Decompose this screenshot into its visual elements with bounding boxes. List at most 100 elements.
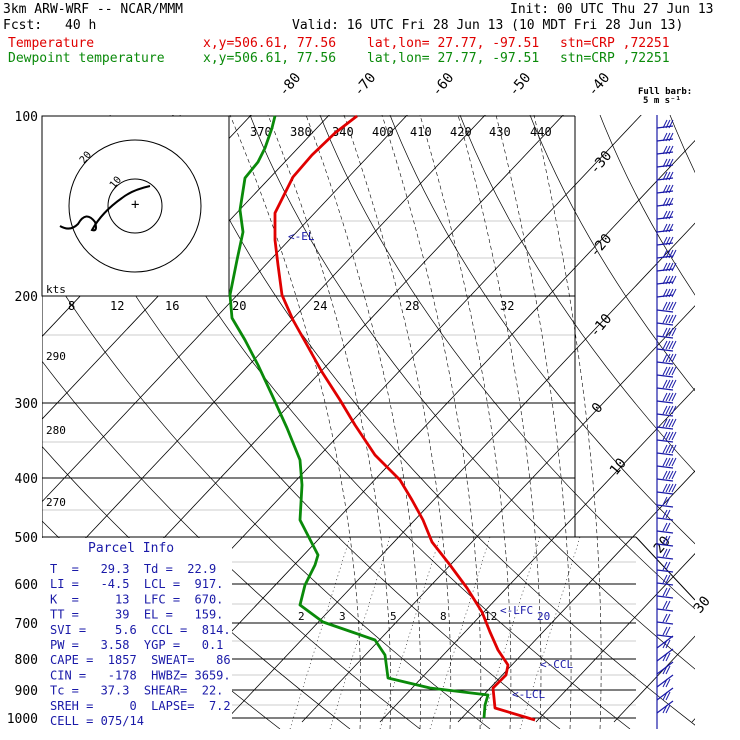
dry-adiabat [42,445,351,729]
wind-barb [656,392,677,404]
wind-barb [656,648,674,662]
wind-barb [656,418,677,430]
hodograph-box [41,115,230,297]
isotherm-line [301,305,695,723]
parcel-info-row: SVI = 5.6 CCL = 814. [50,623,231,637]
parcel-info-row: T = 29.3 Td = 22.9 [50,562,216,576]
moist-adiabat [495,115,572,729]
barb-legend-title: Full barb: [638,87,692,97]
dewpoint-legend: Dewpoint temperature [8,51,165,66]
hodograph-speed-label: 8 [68,299,75,313]
parcel-info-row: SREH = 0 LAPSE= 7.2 [50,699,231,713]
moist-adiabat [229,115,361,729]
parcel-info-row: CIN = -178 HWBZ= 3659. [50,668,231,682]
model-title: 3km ARW-WRF -- NCAR/MMM [3,2,184,17]
wind-barb [656,223,674,233]
mixing-ratio-line [329,536,391,729]
hodograph-trace [59,185,151,232]
hodograph-speed-label: 28 [405,299,419,313]
mixing-ratio-line [519,536,581,729]
wind-barb [656,661,674,675]
isotherm-line [223,222,695,723]
temperature-station: stn=CRP ,72251 [560,36,670,51]
wind-barb [656,626,674,638]
mixing-ratio-line [289,536,351,729]
pressure-label: 300 [15,397,38,412]
isotherm-line [535,553,695,723]
mixing-ratio-label: 5 [390,610,397,623]
forecast-value: 40 h [65,18,97,33]
mixing-ratio-label: 2 [298,610,305,623]
parcel-info-title: Parcel Info [88,541,174,556]
dry-adiabat [319,115,695,610]
wind-barb [656,496,674,508]
dry-adiabat [42,360,421,729]
hodograph-speed-label: 20 [232,299,246,313]
parcel-info-box [42,538,232,730]
dry-adiabat [529,115,695,392]
wind-barb [656,522,674,534]
hodograph-ring-inner [107,178,163,234]
forecast-label: Fcst: [3,18,43,33]
level-marker: <-CCL [540,658,573,671]
wind-barb [656,119,674,129]
wind-barb [656,132,674,142]
level-marker: 20 [537,610,550,623]
wind-barb [656,301,677,313]
wind-barb [656,674,674,688]
parcel-info-row: TT = 39 EL = 159. [50,608,223,622]
theta-label: 430 [489,125,511,139]
isotherm-label: -50 [506,70,535,100]
pressure-label: 900 [15,684,38,699]
moist-adiabat [533,115,602,729]
temperature-xy: x,y=506.61, 77.56 [203,36,337,51]
theta-label: 400 [372,125,394,139]
moist-adiabat [381,115,482,729]
isotherm-label: 10 [607,455,630,478]
moist-adiabat [305,115,422,729]
wind-barb [656,535,674,547]
dry-adiabat [459,115,695,473]
wind-barb [656,145,674,155]
mixing-ratio-label: 3 [339,610,346,623]
mixing-ratio-line [379,536,441,729]
pressure-label: 700 [15,617,38,632]
theta-e-label: 290 [46,350,66,363]
pressure-label: 1000 [7,712,38,727]
pressure-label: 500 [15,531,38,546]
wind-barb [656,561,674,573]
isotherm-label: -40 [585,70,614,100]
moist-adiabat [457,115,542,729]
wind-barb [656,288,677,298]
theta-e-label: 270 [46,496,66,509]
hodograph-ring-outer [68,139,202,273]
wind-barb [656,574,674,586]
wind-barb [656,379,677,391]
wind-barb [656,327,677,339]
pressure-label: 800 [15,653,38,668]
wind-barb [656,587,674,599]
wind-barb [656,613,674,625]
pressure-label: 200 [15,290,38,305]
wind-barb [656,158,674,168]
dry-adiabat [599,115,695,296]
wind-barb [656,236,674,246]
dry-adiabat [669,115,695,173]
pressure-label: 100 [15,110,38,125]
dewpoint-xy: x,y=506.61, 77.56 [203,51,337,66]
valid-time: Valid: 16 UTC Fri 28 Jun 13 (10 MDT Fri … [292,18,684,33]
dewpoint-station: stn=CRP ,72251 [560,51,670,66]
theta-label: 380 [290,125,312,139]
hodograph-speed-label: 32 [500,299,514,313]
dry-adiabat [389,115,695,545]
isotherm-line [42,115,330,420]
level-marker: <-EL [288,230,315,243]
wind-barb [656,635,674,649]
mixing-ratio-line [479,536,541,729]
wind-barb [656,353,677,365]
mixing-ratio-label: 12 [484,610,497,623]
isotherm-label: -80 [276,70,305,100]
isotherm-label: -10 [587,311,616,341]
dry-adiabat [249,115,695,670]
